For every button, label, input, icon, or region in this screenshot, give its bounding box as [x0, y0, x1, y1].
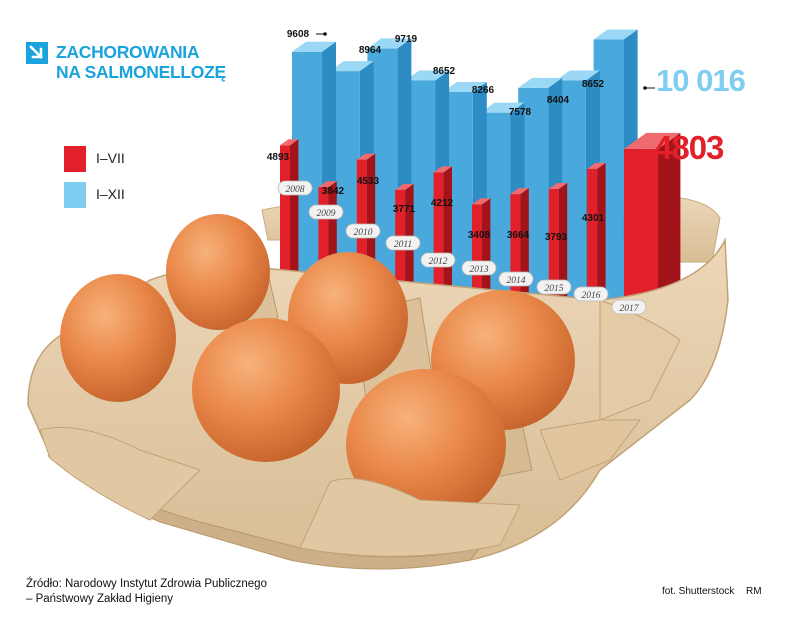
svg-text:2012: 2012: [429, 257, 448, 267]
svg-text:2014: 2014: [507, 276, 526, 286]
legend-label: I–XII: [96, 186, 125, 202]
author-initials: RM: [746, 586, 762, 597]
value-label-i-vii: 4212: [431, 198, 454, 209]
value-label-i-xii: 9719: [395, 34, 418, 45]
leader-dot: [643, 86, 647, 90]
svg-text:2008: 2008: [286, 185, 305, 195]
value-label-i-vii: 3842: [322, 186, 345, 197]
value-label-i-xii: 7578: [509, 107, 532, 118]
svg-text:2016: 2016: [582, 291, 601, 301]
source-note: Źródło: Narodowy Instytut Zdrowia Public…: [26, 577, 267, 607]
value-label-i-vii: 4301: [582, 213, 605, 224]
year-label-2016: 2016: [573, 286, 609, 302]
svg-text:2010: 2010: [354, 228, 373, 238]
value-label-i-xii: 8652: [433, 66, 456, 77]
svg-text:2011: 2011: [394, 240, 412, 250]
year-label-2008: 2008: [277, 180, 313, 196]
value-label-i-vii: 3793: [545, 232, 568, 243]
value-label-i-vii: 3771: [393, 204, 416, 215]
highlight-value-i-xii: 10 016: [656, 63, 746, 98]
arrow-down-right-icon: [26, 42, 48, 64]
svg-text:2017: 2017: [620, 304, 640, 314]
value-label-i-vii: 3664: [507, 230, 530, 241]
value-label-i-xii: 8266: [472, 85, 495, 96]
year-label-2014: 2014: [498, 271, 534, 287]
value-label-i-xii: 9608: [287, 29, 310, 40]
egg-icon: [166, 214, 270, 330]
legend-label: I–VII: [96, 150, 125, 166]
egg-carton-illustration: [27, 214, 729, 570]
source-line-1: Źródło: Narodowy Instytut Zdrowia Public…: [26, 578, 267, 590]
title-line-1: ZACHOROWANIA: [56, 42, 200, 62]
egg-icon: [346, 369, 506, 521]
year-label-2015: 2015: [536, 279, 572, 295]
value-label-i-xii: 8652: [582, 79, 605, 90]
photo-credit: fot. Shutterstock: [662, 586, 735, 597]
egg-icon: [60, 274, 176, 402]
year-label-2013: 2013: [461, 260, 497, 276]
year-label-2012: 2012: [420, 252, 456, 268]
value-label-i-vii: 4533: [357, 176, 380, 187]
egg-icon: [192, 318, 340, 462]
svg-text:2015: 2015: [545, 284, 564, 294]
year-label-2011: 2011: [385, 235, 421, 251]
year-label-2010: 2010: [345, 223, 381, 239]
highlight-value-i-vii: 4803: [654, 129, 724, 166]
value-label-i-vii: 4893: [267, 152, 290, 163]
legend-swatch-blue: [64, 182, 86, 208]
value-label-i-xii: 8964: [359, 45, 382, 56]
title-line-2: NA SALMONELLOZĘ: [56, 62, 226, 82]
value-label-i-vii: 3408: [468, 230, 491, 241]
svg-text:2013: 2013: [470, 265, 489, 275]
labels-layer: 9608 8964 9719 8652 8266 7578 8404 8652 10 016 48…: [267, 29, 747, 315]
legend-swatch-red: [64, 146, 86, 172]
value-label-i-xii: 8404: [547, 95, 570, 106]
leader-dot: [323, 32, 327, 36]
source-line-2: – Państwowy Zakład Higieny: [26, 593, 174, 605]
year-label-2017: 2017: [611, 299, 647, 315]
year-label-2009: 2009: [308, 204, 344, 220]
svg-text:2009: 2009: [317, 209, 336, 219]
